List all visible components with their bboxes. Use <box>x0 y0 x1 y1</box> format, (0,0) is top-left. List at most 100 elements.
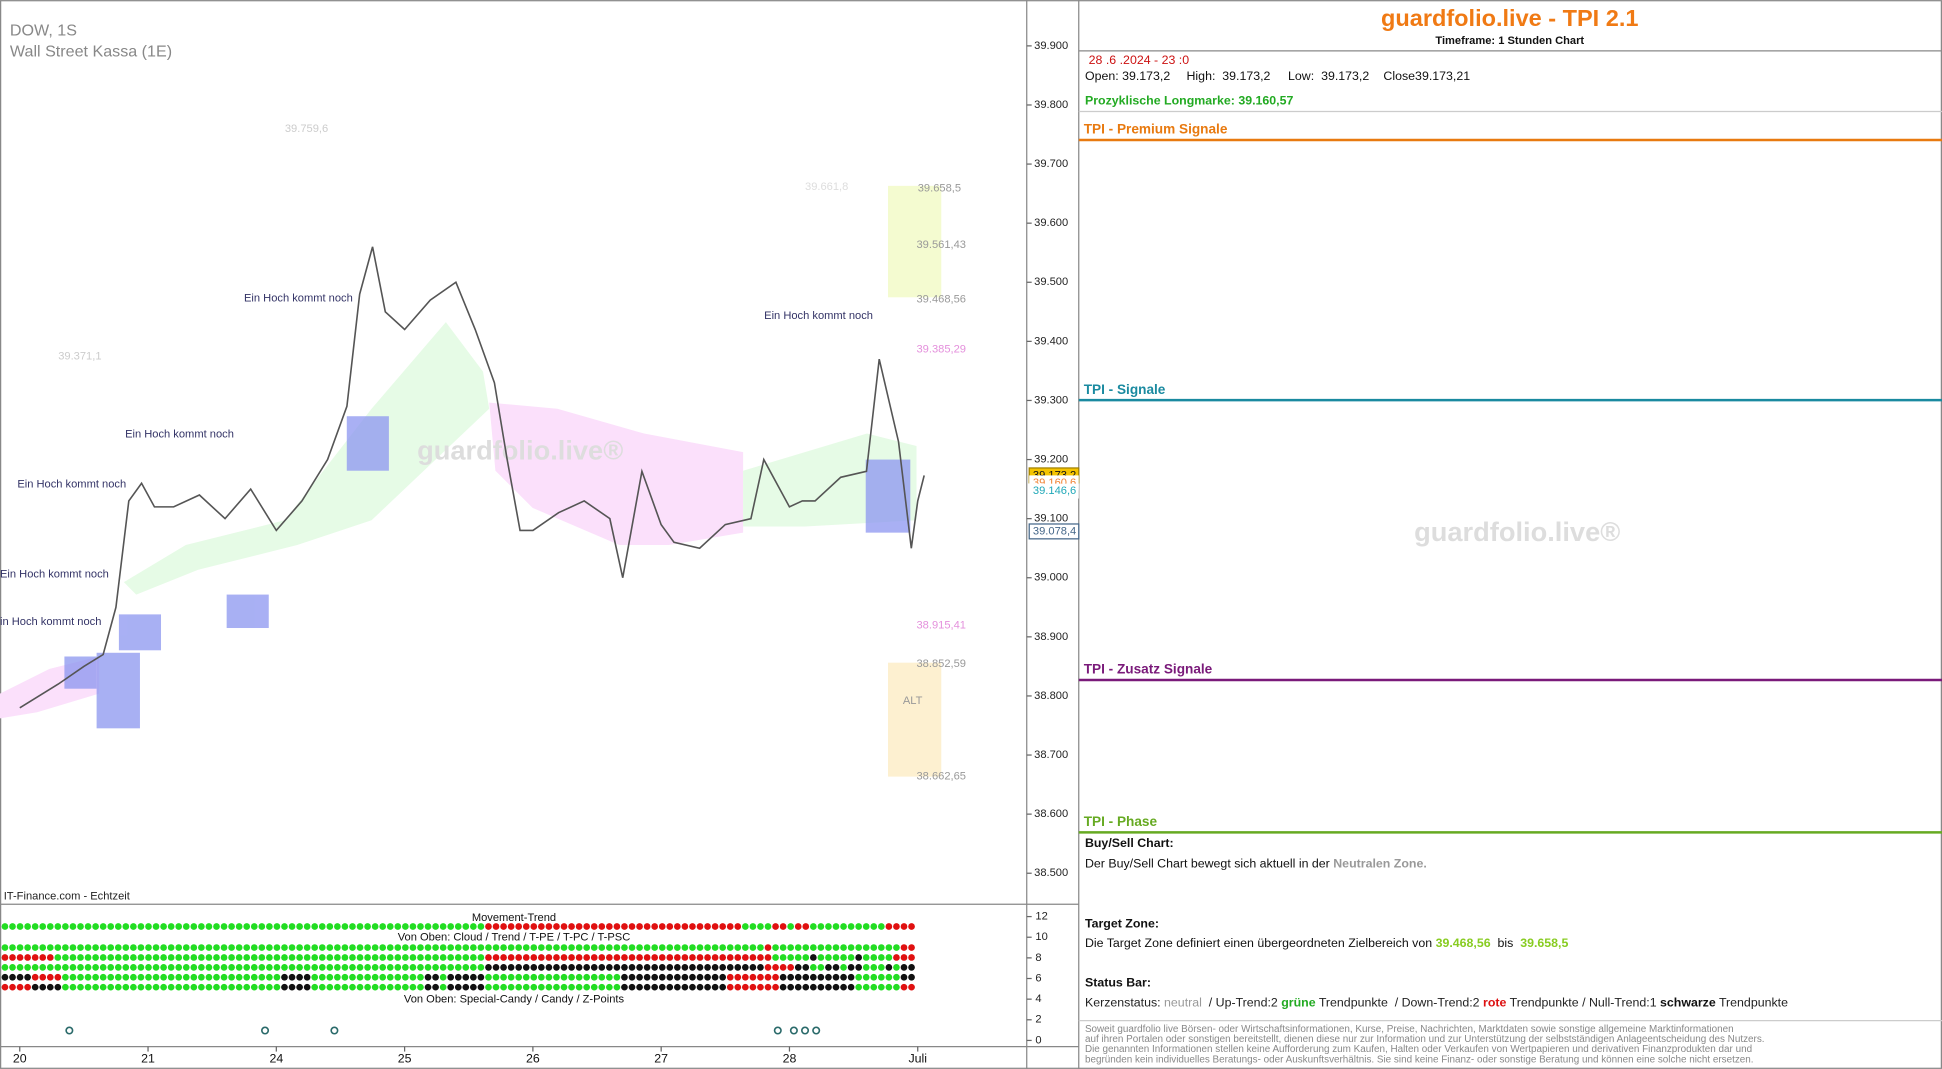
buysell-text: Der Buy/Sell Chart bewegt sich aktuell i… <box>1085 857 1427 871</box>
signal-dot <box>674 973 681 981</box>
signal-dot <box>787 944 795 951</box>
signal-dot <box>719 944 727 951</box>
signal-dot <box>356 923 364 930</box>
signal-dot <box>704 973 711 981</box>
disclaimer: auf ihren Portalen oder sonstigen bereit… <box>1085 1034 1765 1045</box>
signal-dot <box>424 923 432 930</box>
signal-dot <box>613 923 621 930</box>
signal-dot <box>477 944 485 951</box>
signal-dot <box>62 923 69 930</box>
signal-dot <box>379 983 387 991</box>
signal-dot <box>726 923 734 930</box>
signal-dot <box>749 944 757 951</box>
signal-dot <box>870 944 878 951</box>
signal-dot <box>590 923 598 930</box>
signal-dot <box>885 944 893 951</box>
signal-dot <box>371 944 379 951</box>
text: Die Target Zone definiert einen übergeor… <box>1085 936 1436 950</box>
signal-dot <box>341 923 349 930</box>
signal-dot <box>122 973 130 981</box>
signal-dot <box>847 923 855 930</box>
signal-dot <box>424 964 432 971</box>
signal-dot <box>470 954 477 961</box>
signal-dot <box>69 983 77 991</box>
signal-dot <box>787 983 795 991</box>
signal-dot <box>220 944 228 951</box>
signal-dot <box>628 923 636 930</box>
signal-dot <box>114 923 122 930</box>
signal-dot <box>908 973 915 981</box>
signal-dot <box>726 983 734 991</box>
signal-dot <box>160 954 167 961</box>
signal-dot <box>621 944 628 951</box>
signal-dot <box>900 973 908 981</box>
price-tag <box>1029 483 1079 499</box>
signal-dot <box>417 954 424 961</box>
panel-title: guardfolio.live - TPI 2.1 <box>1381 5 1638 31</box>
signal-dot <box>772 954 779 961</box>
signal-dot <box>137 983 145 991</box>
signal-dot <box>492 973 500 981</box>
signal-dot <box>462 973 470 981</box>
signal-dot <box>114 954 122 961</box>
signal-dot <box>326 964 334 971</box>
signal-dot <box>522 944 530 951</box>
signal-dot <box>817 973 825 981</box>
signal-dot <box>349 954 356 961</box>
indicator-title: Von Oben: Special-Candy / Candy / Z-Poin… <box>404 994 625 1006</box>
signal-dot <box>432 954 439 961</box>
signal-dot <box>530 923 538 930</box>
signal-dot <box>560 944 568 951</box>
signal-dot <box>666 954 674 961</box>
signal-dot <box>583 973 591 981</box>
signal-dot <box>855 923 863 930</box>
signal-dot <box>870 983 878 991</box>
signal-dot <box>175 954 183 961</box>
signal-dot <box>893 983 900 991</box>
x-tick-label: 27 <box>654 1051 668 1065</box>
signal-dot <box>152 954 160 961</box>
signal-dot <box>31 973 39 981</box>
signal-dot <box>213 973 220 981</box>
signal-dot <box>379 944 387 951</box>
y-tick-label: 4 <box>1035 993 1041 1005</box>
signal-dot <box>719 923 727 930</box>
signal-dot <box>379 964 387 971</box>
signal-dot <box>92 923 99 930</box>
signal-dot <box>809 964 817 971</box>
signal-dot <box>182 923 190 930</box>
signal-dot <box>802 923 810 930</box>
signal-dot <box>447 944 455 951</box>
signal-dot <box>500 923 507 930</box>
signal-dot <box>847 944 855 951</box>
signal-dot <box>757 964 764 971</box>
signal-dot <box>522 983 530 991</box>
signal-dot <box>507 964 515 971</box>
signal-dot <box>802 954 810 961</box>
signal-dot <box>92 973 99 981</box>
signal-dot <box>643 973 651 981</box>
signal-dot <box>371 973 379 981</box>
signal-dot <box>575 954 583 961</box>
signal-dot <box>439 954 447 961</box>
signal-dot <box>1 954 9 961</box>
price-tag-label: 39.078,4 <box>1033 525 1076 537</box>
signal-dot <box>394 983 402 991</box>
signal-dot <box>590 954 598 961</box>
signal-dot <box>726 954 734 961</box>
signal-dot <box>9 964 16 971</box>
z-point <box>65 1026 74 1035</box>
signal-dot <box>130 973 137 981</box>
signal-dot <box>409 973 417 981</box>
signal-dot <box>371 983 379 991</box>
x-tick-label: 24 <box>269 1051 283 1065</box>
signal-dot <box>84 923 92 930</box>
signal-dot <box>606 923 613 930</box>
signal-dot <box>62 983 69 991</box>
signal-dot <box>402 983 409 991</box>
signal-dot <box>273 964 281 971</box>
signal-dot <box>130 923 137 930</box>
signal-dot <box>228 973 235 981</box>
